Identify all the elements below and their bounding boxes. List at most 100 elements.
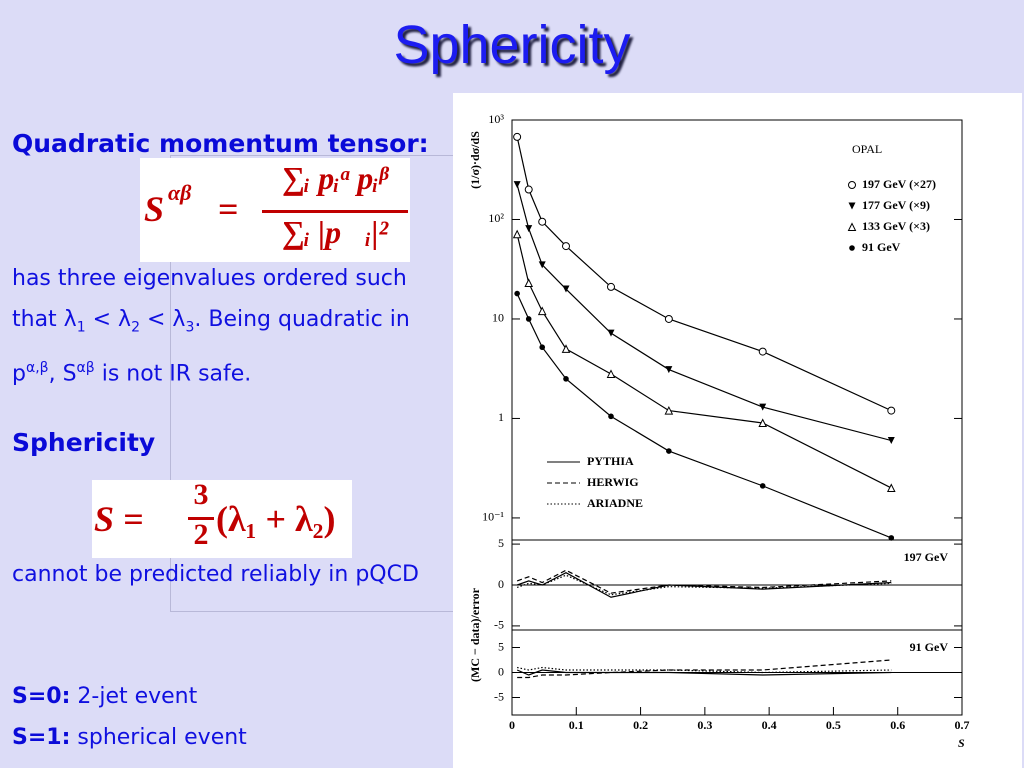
x-tick-label: 0.6 (890, 718, 905, 732)
data-point (525, 316, 532, 322)
data-point (665, 366, 673, 374)
y-tick-label: 10² (488, 211, 504, 225)
x-tick-label: 0.3 (697, 718, 712, 732)
series-line (517, 666, 892, 674)
formula-text: ∑ᵢ pᵢᵅ pᵢᵝ (281, 160, 389, 196)
paragraph-text: 3 (185, 319, 195, 336)
term: S=0: (12, 684, 71, 709)
paragraph-text: α,β (25, 360, 49, 377)
formula-text: 3 (193, 478, 209, 511)
y-tick-label: 1 (498, 410, 504, 424)
series-line (516, 669, 892, 676)
heading: Quadratic momentum tensor: (12, 129, 429, 158)
y-tick-label: 5 (498, 536, 504, 550)
annotation: 197 GeV (904, 550, 949, 564)
data-point (513, 132, 522, 141)
data-point (562, 285, 570, 293)
y-axis-label: (MC − data)/error (468, 587, 482, 682)
y-tick-label: 10³ (488, 112, 504, 126)
paragraph: cannot be predicted reliably in pQCD (12, 562, 419, 587)
series-line (516, 136, 892, 412)
data-point (847, 222, 857, 231)
slide-title: Sphericity (393, 15, 631, 75)
series-line (516, 569, 892, 594)
paragraph-text: is not IR safe. (94, 361, 252, 387)
data-point (608, 413, 614, 420)
paragraph-text: . Being quadratic in p (12, 307, 410, 387)
data-point (524, 185, 533, 194)
legend-label: HERWIG (587, 475, 639, 489)
paragraph-text: 1 (76, 319, 86, 336)
y-tick-label: 0 (498, 664, 504, 678)
x-tick-label: 0.7 (955, 718, 970, 732)
paragraph-text: has three eigenvalues ordered such that … (12, 266, 407, 332)
annotation: 91 GeV (910, 640, 949, 654)
data-point (887, 437, 895, 445)
legend-label: ARIADNE (587, 496, 643, 510)
formula-text: = (218, 189, 239, 229)
data-point (539, 344, 546, 351)
formula-text: 2 (193, 518, 209, 551)
data-point (664, 405, 674, 415)
paragraph-text: , S (48, 361, 77, 387)
definition-text: spherical event (77, 725, 247, 750)
data-point (538, 217, 547, 226)
legend-label: 133 GeV (×3) (862, 219, 930, 233)
data-point (513, 181, 521, 189)
legend-label: 177 GeV (×9) (862, 198, 930, 212)
formula-text: S (144, 189, 165, 229)
paragraph-text: < λ (85, 307, 132, 332)
data-point (666, 448, 672, 454)
data-point (849, 245, 855, 251)
formula-text: (λ₁ + λ₂) (216, 499, 336, 539)
paragraph-text: < λ (140, 307, 186, 332)
y-tick-label: 0 (498, 577, 504, 591)
formula: S αβ = ∑ᵢ pᵢᵅ pᵢᵝ ∑ᵢ |p⃗ᵢ|² (140, 158, 410, 262)
data-point (758, 347, 767, 356)
data-point (848, 202, 856, 210)
data-point (524, 278, 534, 287)
data-point (606, 369, 616, 378)
x-tick-label: 0 (509, 718, 515, 732)
data-point (759, 483, 766, 489)
physics-plot: 10³ 10² 10 1 10⁻¹ (1/σ)·dσ/dS OPAL 197 GeV (×27… (453, 93, 1022, 768)
annotation: OPAL (852, 142, 882, 156)
data-point (664, 314, 673, 323)
data-point (607, 282, 615, 291)
data-point (888, 535, 895, 541)
y-tick-label: 10 (492, 311, 504, 325)
legend-label: PYTHIA (587, 454, 634, 468)
data-point (538, 261, 546, 269)
series-line (516, 184, 892, 442)
series-line (516, 234, 892, 489)
definition: S=1: spherical event (12, 717, 247, 758)
data-point (759, 403, 767, 411)
x-tick-label: 0.2 (633, 718, 648, 732)
x-axis-label: S (958, 736, 965, 750)
y-tick-label: -5 (494, 689, 504, 703)
data-point (514, 290, 520, 297)
y-tick-label: 10⁻¹ (482, 510, 504, 524)
x-tick-label: 0.5 (826, 718, 841, 732)
x-tick-label: 0.1 (569, 718, 584, 732)
legend-label: 91 GeV (862, 240, 901, 254)
data-point (886, 483, 896, 492)
formula-text: ∑ᵢ |p⃗ᵢ|² (281, 214, 389, 250)
y-axis-label: (1/σ)·dσ/dS (468, 131, 482, 189)
legend-label: 197 GeV (×27) (862, 177, 936, 191)
data-point (887, 406, 896, 415)
formula-text: αβ (168, 180, 192, 205)
fraction-bar (262, 210, 408, 213)
series-line (516, 574, 892, 596)
y-tick-label: 5 (498, 639, 504, 653)
fraction-bar (188, 517, 214, 520)
formula: S = 3 2 (λ₁ + λ₂) (92, 478, 352, 558)
x-tick-label: 0.4 (762, 718, 777, 732)
data-point (537, 306, 547, 316)
formula-text: S = (94, 499, 144, 539)
data-point (848, 181, 856, 189)
heading: Sphericity (12, 428, 156, 457)
definition: S=0: 2-jet event (12, 676, 197, 717)
y-tick-label: -5 (494, 618, 504, 632)
